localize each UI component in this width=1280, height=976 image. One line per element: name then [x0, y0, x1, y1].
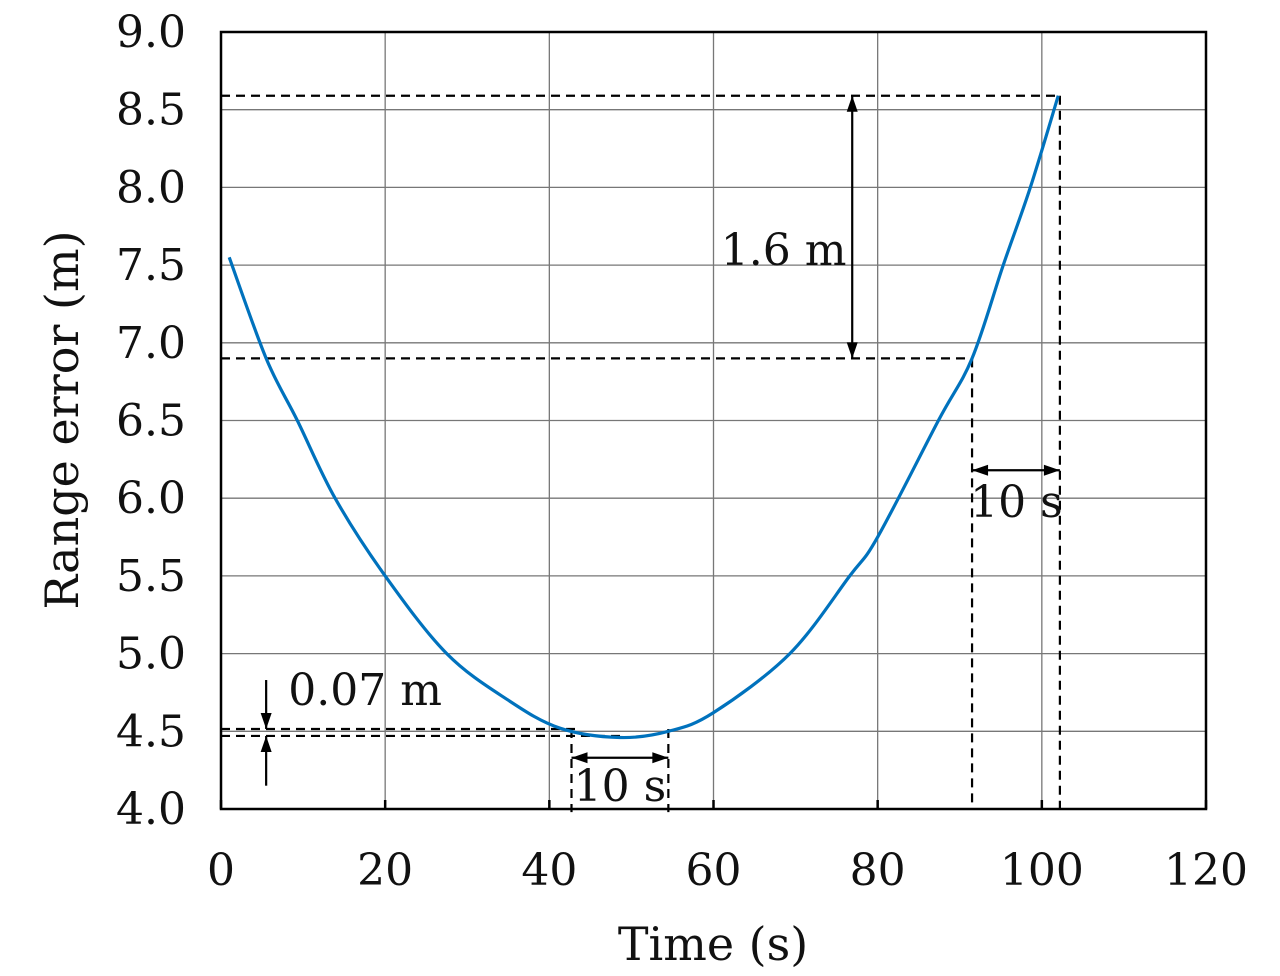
- annotation-label: 0.07 m: [288, 665, 442, 716]
- y-tick-label: 8.5: [116, 85, 186, 136]
- y-tick-label: 7.0: [116, 318, 186, 369]
- x-tick-label: 100: [1000, 845, 1084, 896]
- y-tick-label: 4.5: [116, 706, 186, 757]
- y-tick-label: 4.0: [116, 784, 186, 835]
- arrowhead: [571, 752, 588, 764]
- arrowhead: [846, 342, 858, 359]
- series-layer: [227, 95, 1060, 740]
- annotation-label: 1.6 m: [721, 225, 847, 276]
- y-tick-label: 8.0: [116, 162, 186, 213]
- arrowhead: [260, 712, 272, 729]
- y-tick-label: 5.0: [116, 629, 186, 680]
- x-tick-label: 60: [686, 845, 742, 896]
- dimension-arrows: [260, 95, 1060, 786]
- series-line-range-error: [227, 95, 1060, 740]
- arrowhead: [972, 464, 989, 476]
- arrowhead: [260, 735, 272, 752]
- y-tick-label: 6.5: [116, 396, 186, 447]
- arrowhead: [652, 752, 669, 764]
- x-axis-label: Time (s): [618, 917, 808, 971]
- tick-labels: 0 20 40 60 80 100 120 4.0 4.5 5.0 5.5 6.0 6.5 7.0 7.5 8…: [116, 7, 1248, 896]
- x-tick-label: 80: [850, 845, 906, 896]
- annotation-labels: 1.6 m 10 s 10 s 0.07 m: [288, 225, 1062, 812]
- y-tick-label: 6.0: [116, 473, 186, 524]
- arrowhead: [846, 95, 858, 112]
- y-tick-label: 5.5: [116, 551, 186, 602]
- y-tick-label: 7.5: [116, 240, 186, 291]
- x-tick-label: 120: [1164, 845, 1248, 896]
- arrowhead: [1043, 464, 1060, 476]
- plot-frame: [219, 30, 1208, 811]
- y-axis-label: Range error (m): [35, 230, 89, 609]
- y-tick-label: 9.0: [116, 7, 186, 58]
- x-tick-label: 40: [521, 845, 577, 896]
- x-tick-label: 0: [207, 845, 235, 896]
- x-tick-label: 20: [357, 845, 413, 896]
- annotation-label: 10 s: [970, 477, 1063, 528]
- dashed-guides: [221, 94, 1061, 813]
- annotation-label: 10 s: [574, 761, 667, 812]
